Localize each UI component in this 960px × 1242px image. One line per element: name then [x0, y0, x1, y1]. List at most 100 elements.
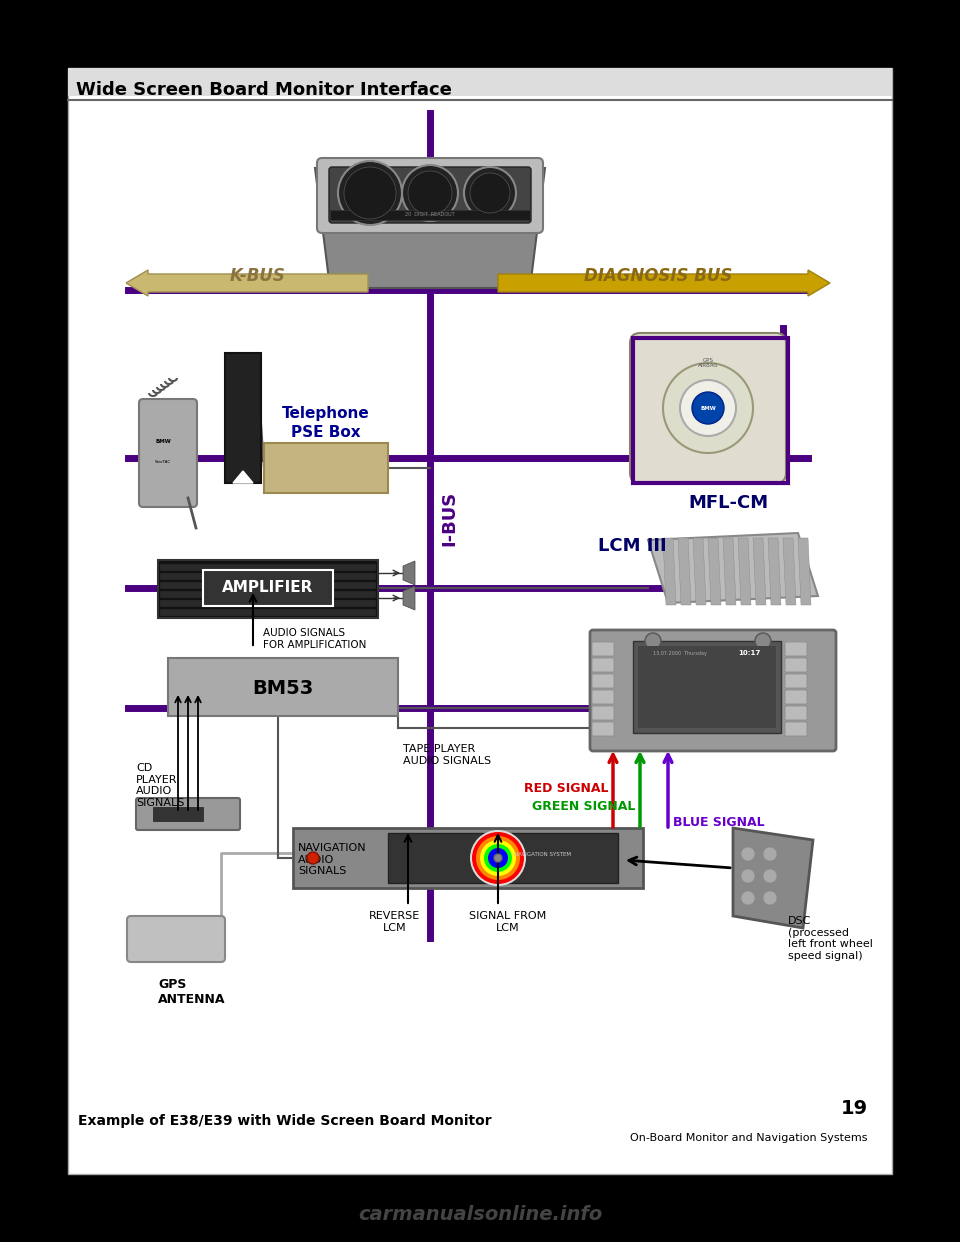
FancyBboxPatch shape [785, 691, 807, 704]
Text: BMW: BMW [156, 438, 171, 443]
Polygon shape [798, 538, 811, 605]
Text: Telephone
PSE Box: Telephone PSE Box [282, 406, 370, 440]
Circle shape [402, 165, 458, 221]
Text: RED SIGNAL: RED SIGNAL [523, 781, 608, 795]
Circle shape [763, 869, 777, 883]
Bar [160, 600, 376, 607]
Text: BMW: BMW [700, 405, 716, 411]
Bar [330, 210, 530, 220]
Text: REVERSE
LCM: REVERSE LCM [370, 910, 420, 933]
Text: 19: 19 [841, 1099, 868, 1118]
Text: TAPE PLAYER
AUDIO SIGNALS: TAPE PLAYER AUDIO SIGNALS [403, 744, 492, 765]
Circle shape [741, 869, 755, 883]
Text: GPS
AIRBAG: GPS AIRBAG [698, 358, 718, 369]
Bar [68, 68, 892, 1174]
Bar [633, 641, 781, 733]
Circle shape [663, 363, 753, 453]
Text: NAVIGATION SYSTEM: NAVIGATION SYSTEM [515, 852, 571, 857]
Circle shape [472, 832, 524, 884]
FancyBboxPatch shape [592, 722, 614, 737]
Polygon shape [403, 561, 415, 585]
Polygon shape [648, 533, 818, 604]
Text: 20  DIGIT  READOUT: 20 DIGIT READOUT [405, 212, 455, 217]
Polygon shape [733, 828, 813, 928]
FancyBboxPatch shape [785, 642, 807, 656]
Text: MFL-CM: MFL-CM [688, 494, 768, 512]
Bar [388, 833, 618, 883]
FancyBboxPatch shape [785, 674, 807, 688]
Polygon shape [783, 538, 796, 605]
Polygon shape [403, 586, 415, 610]
Circle shape [680, 380, 736, 436]
Text: AUDIO SIGNALS
FOR AMPLIFICATION: AUDIO SIGNALS FOR AMPLIFICATION [263, 628, 367, 650]
Bar [225, 353, 261, 483]
Polygon shape [678, 538, 691, 605]
Circle shape [645, 633, 661, 650]
Bar [160, 582, 376, 589]
Polygon shape [315, 168, 545, 288]
FancyBboxPatch shape [785, 722, 807, 737]
Polygon shape [723, 538, 736, 605]
FancyBboxPatch shape [630, 333, 786, 483]
Circle shape [488, 848, 508, 868]
FancyBboxPatch shape [592, 658, 614, 672]
FancyBboxPatch shape [785, 658, 807, 672]
Bar [68, 68, 892, 94]
FancyBboxPatch shape [139, 399, 197, 507]
FancyBboxPatch shape [590, 630, 836, 751]
Text: 13.07.2000  Thursday: 13.07.2000 Thursday [653, 651, 707, 656]
Circle shape [692, 392, 724, 424]
FancyBboxPatch shape [592, 674, 614, 688]
Bar [203, 570, 333, 606]
Text: On-Board Monitor and Navigation Systems: On-Board Monitor and Navigation Systems [631, 1133, 868, 1143]
Bar [160, 564, 376, 571]
Text: carmanualsonline.info: carmanualsonline.info [358, 1205, 602, 1223]
Polygon shape [693, 538, 706, 605]
Text: I-BUS: I-BUS [440, 491, 458, 545]
Text: StarTAC: StarTAC [155, 460, 171, 465]
Polygon shape [708, 538, 721, 605]
Bar [153, 807, 203, 821]
FancyBboxPatch shape [136, 799, 240, 830]
Bar [168, 658, 398, 715]
Text: BM53: BM53 [252, 678, 314, 698]
Circle shape [741, 847, 755, 861]
Circle shape [464, 166, 516, 219]
Text: GREEN SIGNAL: GREEN SIGNAL [532, 800, 635, 812]
Polygon shape [663, 538, 676, 605]
Circle shape [470, 830, 526, 886]
Bar [633, 338, 788, 483]
Bar [68, 68, 892, 96]
Text: NAVIGATION
AUDIO
SIGNALS: NAVIGATION AUDIO SIGNALS [298, 843, 367, 876]
Bar [638, 646, 776, 728]
Bar [160, 591, 376, 597]
Circle shape [338, 161, 402, 225]
Text: AMPLIFIER: AMPLIFIER [223, 580, 314, 595]
Circle shape [307, 852, 319, 864]
Circle shape [755, 633, 771, 650]
FancyBboxPatch shape [592, 691, 614, 704]
FancyBboxPatch shape [592, 705, 614, 720]
Bar [264, 443, 388, 493]
Text: K-BUS: K-BUS [230, 267, 286, 284]
Bar [160, 609, 376, 616]
Text: Example of E38/E39 with Wide Screen Board Monitor: Example of E38/E39 with Wide Screen Boar… [78, 1114, 492, 1128]
Bar [293, 828, 643, 888]
Circle shape [763, 891, 777, 905]
Text: GPS
ANTENNA: GPS ANTENNA [158, 977, 226, 1006]
Text: 10:17: 10:17 [738, 650, 760, 656]
FancyArrow shape [126, 270, 368, 296]
Circle shape [484, 845, 512, 872]
Polygon shape [753, 538, 766, 605]
Text: DSC
(processed
left front wheel
speed signal): DSC (processed left front wheel speed si… [788, 917, 873, 961]
Circle shape [476, 836, 520, 881]
Text: CD
PLAYER
AUDIO
SIGNALS: CD PLAYER AUDIO SIGNALS [136, 763, 184, 807]
FancyBboxPatch shape [592, 642, 614, 656]
FancyArrow shape [498, 270, 830, 296]
Bar [158, 560, 378, 619]
Circle shape [344, 166, 396, 219]
Circle shape [741, 891, 755, 905]
Polygon shape [233, 471, 253, 483]
Circle shape [408, 171, 452, 215]
FancyBboxPatch shape [127, 917, 225, 963]
